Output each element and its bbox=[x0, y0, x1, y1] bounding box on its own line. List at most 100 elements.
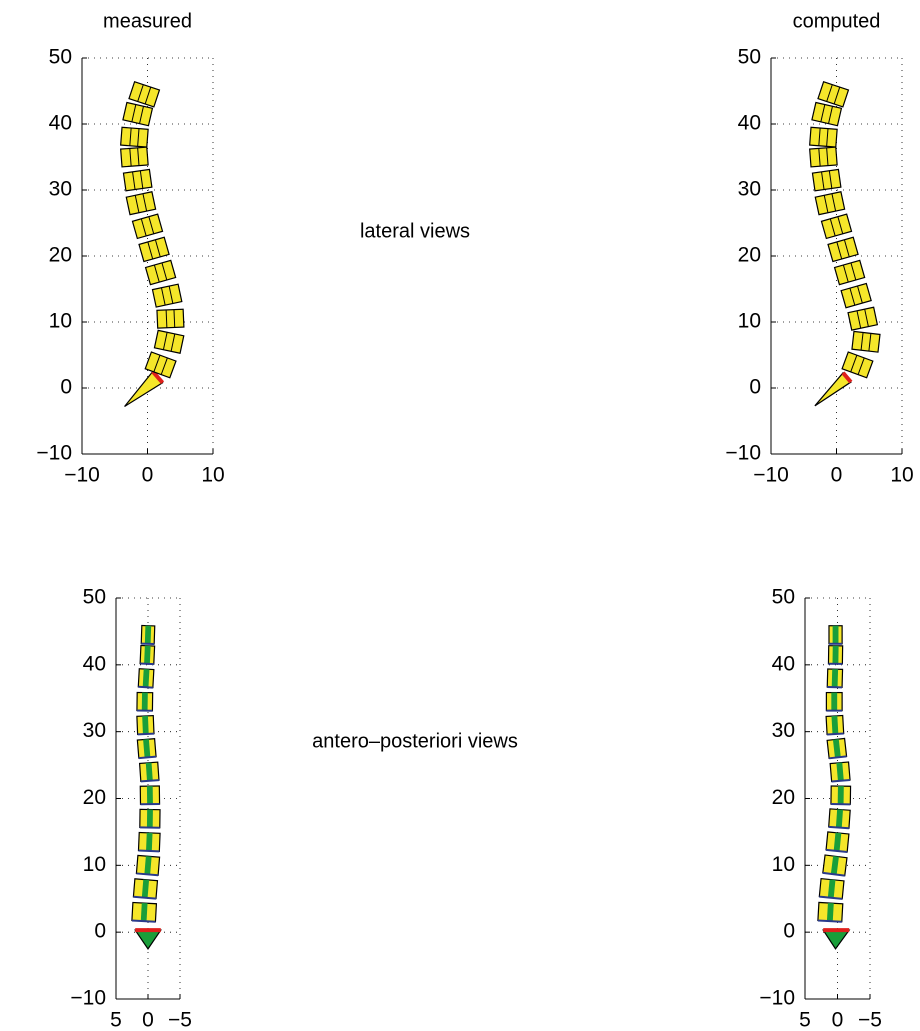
sacrum-base bbox=[151, 370, 165, 385]
vertebra bbox=[814, 191, 846, 216]
vertebra-endplate bbox=[819, 895, 843, 900]
vertebra-body bbox=[817, 80, 850, 108]
vertebra-core bbox=[142, 715, 149, 735]
y-tick-label: 10 bbox=[49, 310, 72, 333]
vertebra bbox=[122, 101, 154, 127]
vertebra-divider bbox=[829, 218, 836, 237]
vertebra-endplate bbox=[137, 732, 155, 736]
vertebra-core bbox=[832, 625, 839, 644]
vertebra-core bbox=[146, 786, 153, 805]
vertebra-core bbox=[141, 692, 148, 711]
vertebra bbox=[809, 126, 838, 148]
vertebra-body bbox=[156, 308, 185, 329]
vertebra-core bbox=[831, 692, 838, 711]
vertebra-endplate bbox=[136, 872, 159, 877]
y-tick-label: 0 bbox=[94, 920, 106, 943]
y-tick-label: 10 bbox=[83, 853, 106, 876]
vertebra-divider bbox=[168, 285, 174, 304]
vertebra-body bbox=[811, 168, 842, 192]
y-tick-label: 50 bbox=[772, 586, 795, 609]
vertebra-endplate bbox=[138, 685, 153, 689]
vertebra-endplate bbox=[131, 919, 156, 923]
vertebra bbox=[829, 761, 851, 783]
vertebra-divider bbox=[131, 104, 137, 123]
vertebra-endplate bbox=[138, 849, 160, 853]
vertebra-divider bbox=[139, 106, 144, 124]
vertebra bbox=[830, 785, 852, 806]
vertebra-core bbox=[140, 902, 148, 922]
vertebra-divider bbox=[147, 241, 154, 260]
vertebra bbox=[827, 645, 844, 665]
vertebra-divider bbox=[154, 239, 161, 258]
chart-title: computed bbox=[793, 10, 881, 32]
vertebra-divider bbox=[137, 84, 144, 102]
x-tick-label: 0 bbox=[142, 1009, 154, 1031]
y-tick-label: 10 bbox=[772, 853, 795, 876]
vertebra-divider bbox=[826, 128, 829, 147]
sacrum bbox=[822, 929, 851, 950]
annotation: lateral views bbox=[360, 220, 470, 242]
vertebra bbox=[841, 351, 874, 379]
vertebra-divider bbox=[833, 86, 841, 105]
vertebra-body bbox=[122, 101, 154, 127]
vertebra-divider bbox=[134, 195, 140, 213]
vertebra-endplate bbox=[133, 895, 157, 900]
vertebra bbox=[826, 668, 844, 689]
y-tick-label: 30 bbox=[772, 719, 795, 742]
vertebra-endplate bbox=[827, 732, 844, 736]
vertebra-divider bbox=[857, 285, 863, 304]
y-tick-label: 30 bbox=[83, 719, 106, 742]
vertebra-core bbox=[826, 902, 834, 922]
x-tick-label: −10 bbox=[64, 464, 100, 487]
y-tick-label: 40 bbox=[772, 652, 795, 675]
y-tick-label: 50 bbox=[738, 46, 761, 69]
vertebra-divider bbox=[820, 104, 826, 123]
vertebra bbox=[136, 738, 157, 760]
y-tick-label: 20 bbox=[772, 786, 795, 809]
vertebra-divider bbox=[132, 171, 136, 190]
vertebra-core bbox=[142, 669, 150, 688]
y-tick-label: 50 bbox=[83, 586, 106, 609]
vertebra-body bbox=[851, 330, 881, 353]
y-tick-label: 20 bbox=[49, 244, 72, 267]
vertebra-divider bbox=[144, 86, 152, 105]
vertebra bbox=[811, 101, 843, 127]
vertebra bbox=[120, 146, 149, 168]
vertebra bbox=[833, 259, 866, 286]
vertebra-body bbox=[827, 236, 859, 263]
y-tick-label: 50 bbox=[49, 46, 72, 69]
vertebra bbox=[144, 351, 177, 379]
vertebra-core bbox=[837, 786, 844, 805]
vertebra bbox=[825, 691, 843, 712]
vertebra-core bbox=[832, 739, 841, 758]
y-tick-label: 20 bbox=[83, 786, 106, 809]
vertebra bbox=[809, 146, 838, 168]
x-tick-label: 0 bbox=[142, 464, 154, 487]
vertebra-divider bbox=[148, 216, 155, 234]
vertebra bbox=[156, 308, 185, 329]
vertebra-divider bbox=[856, 310, 862, 329]
vertebra-divider bbox=[831, 193, 837, 212]
vertebra-divider bbox=[170, 333, 176, 352]
vertebra-endplate bbox=[825, 848, 848, 853]
y-tick-label: 30 bbox=[49, 178, 72, 201]
vertebra-divider bbox=[139, 170, 144, 189]
vertebra-divider bbox=[836, 241, 843, 260]
x-tick-label: 0 bbox=[831, 464, 843, 487]
vertebra-divider bbox=[864, 309, 869, 327]
vertebra bbox=[122, 168, 153, 192]
vertebra bbox=[153, 329, 185, 354]
x-tick-label: 10 bbox=[890, 464, 913, 487]
vertebra-divider bbox=[160, 357, 168, 375]
vertebra-divider bbox=[818, 148, 821, 167]
vertebra bbox=[825, 714, 845, 736]
vertebra bbox=[138, 761, 160, 783]
y-tick-label: 0 bbox=[749, 376, 761, 399]
vertebra-divider bbox=[161, 262, 168, 281]
y-tick-label: 0 bbox=[783, 920, 795, 943]
vertebra bbox=[138, 236, 170, 263]
vertebra-divider bbox=[860, 332, 864, 351]
vertebra-endplate bbox=[828, 825, 850, 830]
sacrum bbox=[134, 929, 162, 950]
